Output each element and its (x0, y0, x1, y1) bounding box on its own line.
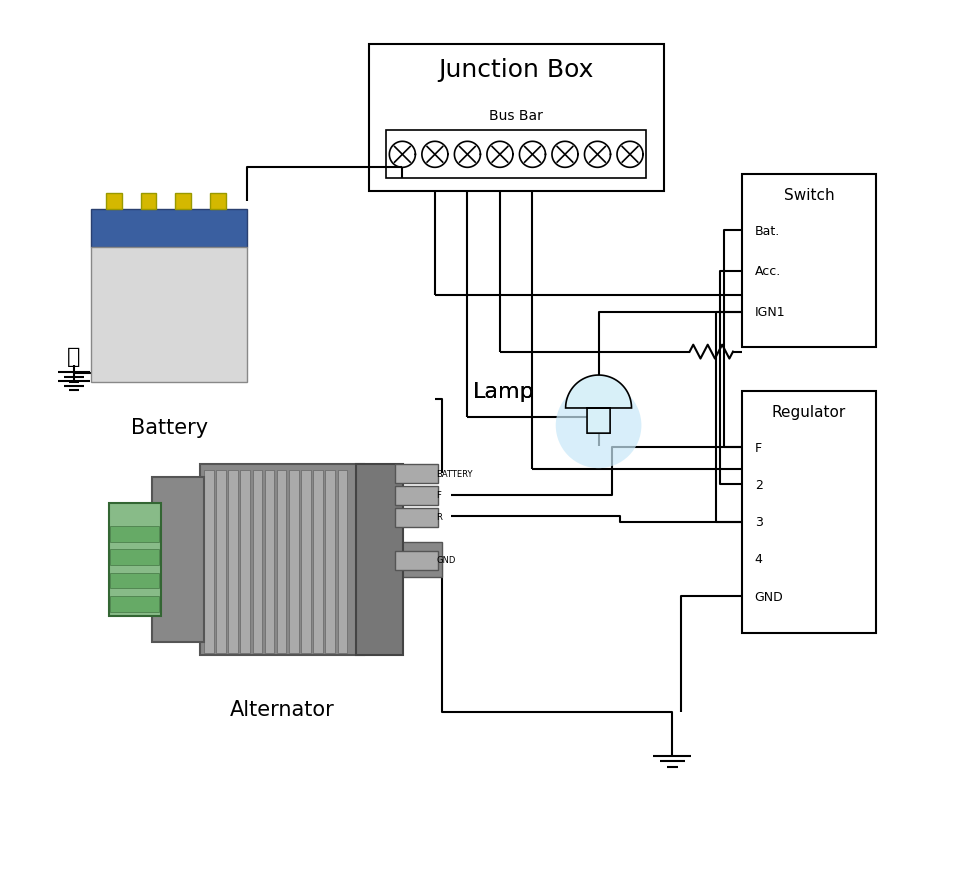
Bar (199, 465, 364, 655)
Bar (106, 194, 121, 209)
Text: R: R (436, 513, 442, 521)
Bar (265, 471, 274, 653)
Text: Acc.: Acc. (755, 265, 781, 278)
Text: 2: 2 (755, 478, 763, 491)
Text: Bat.: Bat. (755, 224, 780, 237)
Bar (175, 194, 191, 209)
Text: Switch: Switch (784, 188, 834, 202)
Text: F: F (436, 491, 441, 500)
Text: F: F (755, 441, 762, 454)
Bar (216, 471, 225, 653)
Bar (91, 209, 247, 248)
Text: Regulator: Regulator (771, 404, 846, 419)
Bar (369, 44, 664, 192)
Bar (399, 543, 442, 577)
Text: Junction Box: Junction Box (438, 57, 594, 82)
Text: GND: GND (755, 590, 784, 603)
Text: Bus Bar: Bus Bar (489, 109, 543, 123)
Bar (152, 478, 204, 642)
Text: Lamp: Lamp (473, 381, 534, 401)
Text: Battery: Battery (131, 417, 208, 437)
Bar (91, 248, 247, 382)
Bar (111, 527, 159, 542)
Circle shape (556, 383, 641, 468)
Bar (742, 391, 876, 634)
Bar (241, 471, 250, 653)
Bar (228, 471, 238, 653)
Bar (395, 508, 438, 527)
Text: Lamp: Lamp (473, 381, 534, 401)
Bar (395, 465, 438, 484)
Text: 4: 4 (755, 553, 763, 566)
Bar (395, 487, 438, 506)
Text: BATTERY: BATTERY (436, 469, 473, 478)
Bar (338, 471, 347, 653)
Bar (313, 471, 323, 653)
Text: GND: GND (436, 555, 455, 565)
Bar (111, 596, 159, 612)
Text: ⏚: ⏚ (67, 347, 81, 367)
Bar (325, 471, 335, 653)
Polygon shape (565, 375, 632, 434)
Bar (252, 471, 262, 653)
Bar (386, 131, 646, 179)
Bar (395, 552, 438, 570)
Bar (289, 471, 299, 653)
Bar (204, 471, 214, 653)
Bar (742, 175, 876, 348)
Bar (276, 471, 286, 653)
Text: 3: 3 (755, 515, 763, 528)
Bar (355, 465, 403, 655)
Bar (210, 194, 225, 209)
Bar (111, 550, 159, 566)
Text: Alternator: Alternator (229, 699, 334, 719)
Text: IGN1: IGN1 (755, 306, 785, 319)
Bar (141, 194, 156, 209)
Bar (111, 573, 159, 588)
Bar (109, 504, 161, 616)
Bar (301, 471, 311, 653)
